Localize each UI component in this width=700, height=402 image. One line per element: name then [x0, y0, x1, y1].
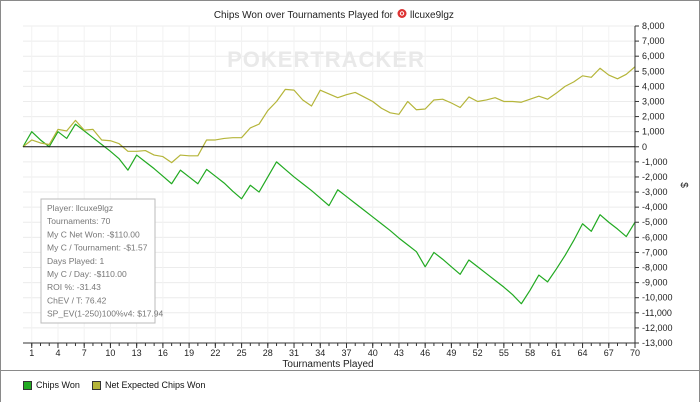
legend-item-chips-won: Chips Won — [23, 378, 80, 392]
y-tick-label: -2,000 — [642, 172, 668, 182]
y-tick-label: 0 — [642, 142, 647, 152]
y-tick-label: -5,000 — [642, 217, 668, 227]
info-line: My C Net Won: -$110.00 — [47, 229, 140, 239]
y-tick-label: -4,000 — [642, 202, 668, 212]
chart: POKERTRACKER Chips Won over Tournaments … — [22, 9, 689, 369]
x-tick-label: 52 — [473, 348, 483, 358]
x-axis-title: Tournaments Played — [282, 359, 373, 369]
x-tick-label: 43 — [394, 348, 404, 358]
y-tick-label: -13,000 — [642, 338, 673, 348]
y-tick-label: 2,000 — [642, 112, 665, 122]
chart-title-group: Chips Won over Tournaments Played for ll… — [214, 9, 454, 21]
x-tick-label: 10 — [105, 348, 115, 358]
series-layer — [22, 66, 636, 305]
y-tick-labels: 8,000 7,000 6,000 5,000 4,000 3,000 2,000 1,000… — [635, 21, 673, 348]
y-tick-label: 7,000 — [642, 36, 665, 46]
y-tick-label: 4,000 — [642, 81, 665, 91]
y-tick-label: 1,000 — [642, 127, 665, 137]
info-line: My C / Tournament: -$1.57 — [47, 243, 148, 253]
x-tick-label: 70 — [630, 348, 640, 358]
legend-swatch-chips-won — [23, 380, 32, 390]
x-tick-label: 31 — [289, 348, 299, 358]
x-tick-label: 7 — [82, 348, 87, 358]
x-tick-label: 13 — [132, 348, 142, 358]
y-tick-label: 6,000 — [642, 51, 665, 61]
y-axis-title: $ — [678, 182, 689, 188]
y-tick-label: 3,000 — [642, 96, 665, 106]
x-tick-label: 28 — [263, 348, 273, 358]
y-tick-label: -1,000 — [642, 157, 668, 167]
y-tick-label: -12,000 — [642, 323, 673, 333]
y-tick-label: -7,000 — [642, 247, 668, 257]
info-lines: Player: llcuxe9lgz Tournaments: 70 My C Ne… — [47, 203, 164, 319]
legend-label-net-expected: Net Expected Chips Won — [105, 380, 206, 390]
y-tick-label: -6,000 — [642, 232, 668, 242]
x-tick-label: 40 — [368, 348, 378, 358]
x-tick-labels: 1 4 7 10 13 16 19 22 25 28 31 34 37 40 43 46 49 52 55 58 61 6… — [29, 343, 640, 358]
chart-title: Chips Won over Tournaments Played for — [214, 10, 394, 21]
x-tick-label: 46 — [420, 348, 430, 358]
x-tick-label: 25 — [237, 348, 247, 358]
player-name: llcuxe9lgz — [410, 10, 454, 21]
watermark: POKERTRACKER — [227, 47, 425, 72]
info-line: SP_EV(1-250)100%v4: $17.94 — [47, 309, 164, 319]
info-line: ChEV / T: 76.42 — [47, 295, 107, 305]
x-tick-label: 55 — [499, 348, 509, 358]
info-line: ROI %: -31.43 — [47, 282, 101, 292]
y-tick-label: -10,000 — [642, 293, 673, 303]
legend-label-chips-won: Chips Won — [36, 380, 80, 390]
x-tick-label: 19 — [184, 348, 194, 358]
info-line: Days Played: 1 — [47, 256, 104, 266]
y-tick-label: 8,000 — [642, 21, 665, 31]
x-tick-label: 64 — [578, 348, 588, 358]
info-box: Player: llcuxe9lgz Tournaments: 70 My C Ne… — [40, 198, 164, 324]
x-tick-label: 22 — [210, 348, 220, 358]
x-tick-label: 49 — [446, 348, 456, 358]
x-tick-label: 67 — [604, 348, 614, 358]
x-tick-label: 34 — [315, 348, 325, 358]
y-tick-label: -11,000 — [642, 308, 672, 318]
series-line-chips-won — [22, 123, 636, 305]
info-line: Player: llcuxe9lgz — [47, 203, 113, 213]
y-tick-label: -9,000 — [642, 278, 668, 288]
y-tick-label: -8,000 — [642, 263, 668, 273]
legend-item-net-expected: Net Expected Chips Won — [92, 378, 205, 392]
x-tick-label: 4 — [55, 348, 60, 358]
legend-swatch-net-expected — [92, 380, 101, 390]
y-tick-label: 5,000 — [642, 66, 665, 76]
pokertracker-logo-icon — [397, 9, 407, 18]
series-line-net-expected — [22, 66, 636, 164]
y-tick-label: -3,000 — [642, 187, 668, 197]
x-tick-label: 1 — [29, 348, 34, 358]
info-line: Tournaments: 70 — [47, 216, 111, 226]
legend: Chips Won Net Expected Chips Won — [1, 370, 699, 402]
info-line: My C / Day: -$110.00 — [47, 269, 127, 279]
x-tick-label: 61 — [551, 348, 561, 358]
x-tick-label: 16 — [158, 348, 168, 358]
x-tick-label: 37 — [341, 348, 351, 358]
x-tick-label: 58 — [525, 348, 535, 358]
